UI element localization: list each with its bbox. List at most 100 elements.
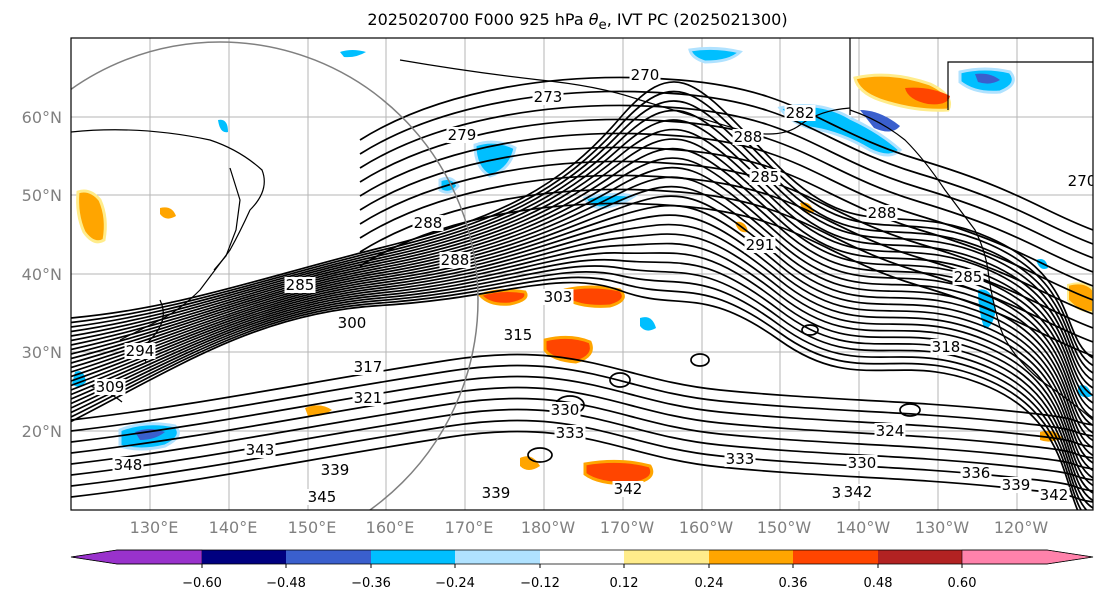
contour-label: 339 bbox=[1002, 476, 1031, 494]
contour-label: 288 bbox=[414, 214, 443, 232]
colorbar-tick-label: −0.48 bbox=[266, 576, 306, 591]
contour-label-bg bbox=[724, 451, 756, 467]
colorbar-segment bbox=[540, 550, 624, 564]
contour-label-bg bbox=[112, 457, 144, 473]
contour-label-bg bbox=[352, 359, 384, 375]
contour-label-bg bbox=[502, 327, 534, 343]
contour-label: 333 bbox=[556, 424, 585, 442]
contour-label-bg bbox=[866, 205, 898, 221]
contour-label: 343 bbox=[246, 441, 275, 459]
contour-label: 288 bbox=[734, 128, 763, 146]
contour-label-bg bbox=[554, 425, 586, 441]
contour-label: 321 bbox=[354, 389, 383, 407]
longitude-labels: 130°E 140°E 150°E 160°E 170°E 180°W 170°W 160°W… bbox=[130, 518, 1049, 537]
contour-label-bg bbox=[874, 423, 906, 439]
contour-label-bg bbox=[532, 89, 564, 105]
contour-label: 330 bbox=[551, 401, 580, 419]
contour-label: 285 bbox=[751, 168, 780, 186]
contour-label: 324 bbox=[876, 422, 905, 440]
contour-label-bg bbox=[319, 462, 351, 478]
map-title: 2025020700 F000 925 hPa θe, IVT PC (2025… bbox=[367, 10, 788, 34]
contour-label-bg bbox=[306, 489, 338, 505]
colorbar-segment bbox=[793, 550, 878, 564]
colorbar-segment bbox=[286, 550, 371, 564]
contour-label: 345 bbox=[308, 488, 337, 506]
contour-label: 336 bbox=[962, 464, 991, 482]
contour-label-bg bbox=[94, 379, 126, 395]
colorbar-tick-label: 0.60 bbox=[948, 576, 977, 591]
contour-label: 285 bbox=[286, 276, 315, 294]
map-frame bbox=[70, 37, 1094, 511]
colorbar: −0.60 −0.48 −0.36 −0.24 −0.12 0.12 0.24 0.36 0.4… bbox=[70, 549, 1094, 591]
contour-label: 309 bbox=[96, 378, 125, 396]
contour-label-bg bbox=[549, 402, 581, 418]
contour-label: 315 bbox=[504, 326, 533, 344]
contour-label-bg bbox=[629, 67, 661, 83]
contour-label: 317 bbox=[354, 358, 383, 376]
contour-label: 279 bbox=[448, 126, 477, 144]
colorbar-tick-label: −0.36 bbox=[351, 576, 391, 591]
colorbar-tick-label: −0.24 bbox=[435, 576, 475, 591]
lon-label: 130°E bbox=[130, 518, 179, 537]
contour-label-bg bbox=[952, 269, 984, 285]
contour-label: 288 bbox=[868, 204, 897, 222]
contour-label-bg bbox=[1000, 477, 1032, 493]
lon-label: 140°W bbox=[836, 518, 891, 537]
contour-label: 330 bbox=[848, 454, 877, 472]
contour-label: 303 bbox=[544, 288, 573, 306]
colorbar-segment bbox=[455, 550, 540, 564]
contour-label-bg bbox=[1038, 487, 1070, 503]
lon-label: 180°W bbox=[521, 518, 576, 537]
colorbar-outline bbox=[70, 549, 1094, 565]
colorbar-segment bbox=[709, 550, 793, 564]
contour-label-bg bbox=[284, 277, 316, 293]
lon-label: 160°E bbox=[366, 518, 415, 537]
lat-label: 60°N bbox=[22, 108, 62, 127]
contour-label-bg bbox=[1066, 173, 1093, 189]
lon-label: 170°E bbox=[445, 518, 494, 537]
contour-label: 318 bbox=[932, 338, 961, 356]
colorbar-tick-label: −0.60 bbox=[182, 576, 222, 591]
theta-e-contours bbox=[71, 76, 1093, 510]
contour-label: 285 bbox=[954, 268, 983, 286]
contour-label: 339 bbox=[321, 461, 350, 479]
colorbar-segment bbox=[624, 550, 709, 564]
contour-label: 342 bbox=[614, 480, 643, 498]
contour-label-bg bbox=[244, 442, 276, 458]
lat-label: 50°N bbox=[22, 186, 62, 205]
contour-label: 342 bbox=[844, 483, 873, 501]
colorbar-segment bbox=[961, 549, 1094, 565]
colorbar-tick-label: 0.12 bbox=[610, 576, 639, 591]
contour-label-bg bbox=[542, 289, 574, 305]
contour-label: 291 bbox=[746, 236, 775, 254]
lat-label: 30°N bbox=[22, 343, 62, 362]
contour-label-bg bbox=[612, 481, 644, 497]
contour-label-bg bbox=[744, 237, 776, 253]
contour-label-bg bbox=[352, 390, 384, 406]
contour-label-bg bbox=[439, 252, 471, 268]
contour-label: 288 bbox=[441, 251, 470, 269]
contour-label: 282 bbox=[786, 104, 815, 122]
contour-label: 348 bbox=[114, 456, 143, 474]
contour-label: 294 bbox=[126, 342, 155, 360]
contour-label-bg bbox=[749, 169, 781, 185]
contour-label-bg bbox=[846, 455, 878, 471]
contour-label-bg bbox=[930, 339, 962, 355]
contour-label: 300 bbox=[338, 314, 367, 332]
colorbar-tick-label: 0.48 bbox=[864, 576, 893, 591]
latitude-labels: 60°N 50°N 40°N 30°N 20°N bbox=[22, 108, 62, 441]
lon-label: 160°W bbox=[679, 518, 734, 537]
contour-label-bg bbox=[124, 343, 156, 359]
lon-label: 150°W bbox=[757, 518, 812, 537]
contour-label: 273 bbox=[534, 88, 563, 106]
contour-label: 270 bbox=[631, 66, 660, 84]
contour-label-bg bbox=[412, 215, 444, 231]
colorbar-segment bbox=[202, 550, 286, 564]
lon-label: 140°E bbox=[209, 518, 258, 537]
lat-label: 40°N bbox=[22, 265, 62, 284]
colorbar-segment bbox=[371, 550, 455, 564]
contour-label-bg bbox=[842, 484, 874, 500]
contour-label-bg bbox=[784, 105, 816, 121]
contour-label: 342 bbox=[1040, 486, 1069, 504]
